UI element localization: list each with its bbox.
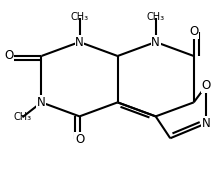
Text: O: O [75, 133, 84, 146]
Text: N: N [151, 36, 160, 48]
Text: N: N [202, 117, 211, 130]
Text: N: N [75, 36, 84, 48]
Text: CH₃: CH₃ [71, 12, 88, 22]
Text: CH₃: CH₃ [13, 112, 31, 122]
Text: N: N [37, 96, 46, 109]
Text: O: O [4, 50, 14, 62]
Text: O: O [189, 25, 198, 38]
Text: O: O [201, 79, 211, 92]
Text: CH₃: CH₃ [147, 12, 165, 22]
